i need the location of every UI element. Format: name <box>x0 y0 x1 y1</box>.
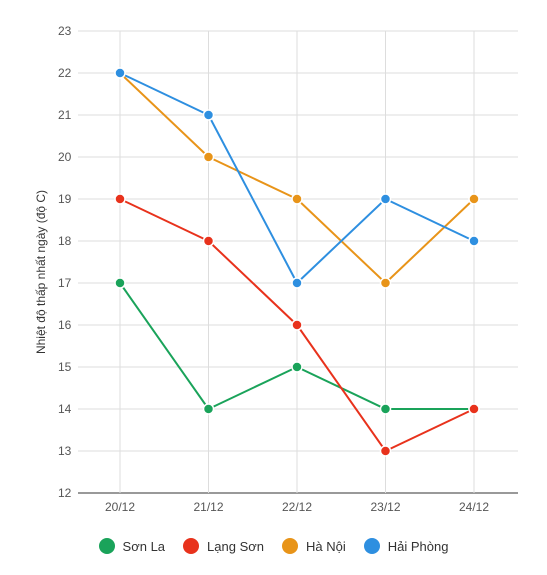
data-point <box>291 361 303 373</box>
data-point <box>202 235 215 247</box>
legend: Sơn La Lạng Sơn Hà Nội Hải Phòng <box>0 538 547 554</box>
data-point <box>114 67 126 79</box>
data-point <box>468 193 480 205</box>
x-tick-label: 24/12 <box>459 500 489 514</box>
x-tick-label: 20/12 <box>105 500 135 514</box>
data-point <box>379 277 392 289</box>
y-tick-label: 21 <box>58 108 72 122</box>
x-tick-label: 21/12 <box>193 500 223 514</box>
legend-label: Hải Phòng <box>387 538 449 554</box>
legend-label: Sơn La <box>122 538 166 554</box>
data-point <box>114 193 126 205</box>
y-axis-label: Nhiệt độ thấp nhất ngày (độ C) <box>34 190 48 354</box>
data-point <box>379 445 392 457</box>
y-tick-label: 17 <box>58 276 72 290</box>
y-tick-label: 14 <box>58 402 72 416</box>
data-point <box>379 403 392 415</box>
y-tick-label: 22 <box>58 66 72 80</box>
legend-item: Hải Phòng <box>363 538 449 554</box>
y-tick-label: 15 <box>58 360 72 374</box>
data-point <box>114 277 126 289</box>
legend-item: Sơn La <box>98 538 166 554</box>
x-tick-label: 23/12 <box>370 500 400 514</box>
data-point <box>291 277 303 289</box>
data-point <box>202 403 215 415</box>
y-tick-label: 12 <box>58 486 72 500</box>
data-point <box>291 319 303 331</box>
x-tick-label: 22/12 <box>282 500 312 514</box>
legend-swatch <box>363 538 380 554</box>
grid <box>78 30 518 494</box>
legend-label: Hà Nội <box>306 538 346 554</box>
legend-item: Lạng Sơn <box>183 538 264 554</box>
y-tick-label: 20 <box>58 150 72 164</box>
series-3 <box>114 67 480 289</box>
data-point <box>202 151 215 163</box>
y-tick-label: 19 <box>58 192 72 206</box>
data-point <box>468 403 480 415</box>
legend-label: Lạng Sơn <box>207 538 264 554</box>
data-point <box>379 193 392 205</box>
data-point <box>468 235 480 247</box>
series-lines <box>114 67 480 457</box>
data-point <box>291 193 303 205</box>
y-tick-label: 16 <box>58 318 72 332</box>
y-tick-label: 13 <box>58 444 72 458</box>
legend-swatch <box>282 538 298 554</box>
line-chart: 12 13 14 15 16 17 18 19 20 21 22 23 20/12 21/12 22/12… <box>34 24 518 514</box>
y-axis-ticks: 12 13 14 15 16 17 18 19 20 21 22 23 <box>58 24 72 500</box>
y-tick-label: 18 <box>58 234 72 248</box>
legend-swatch <box>98 538 115 554</box>
data-point <box>202 109 215 121</box>
legend-swatch <box>183 538 200 554</box>
y-tick-label: 23 <box>58 24 72 38</box>
x-axis-ticks: 20/12 21/12 22/12 23/12 24/12 <box>105 500 489 514</box>
legend-item: Hà Nội <box>282 538 346 554</box>
series-1 <box>114 193 480 457</box>
